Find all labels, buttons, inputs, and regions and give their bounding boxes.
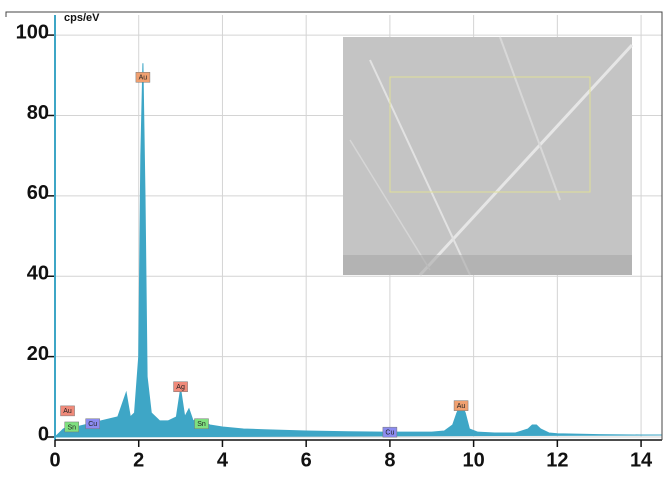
y-axis-label: cps/eV	[64, 12, 100, 24]
inset-image	[343, 37, 632, 275]
chart: cps/eV 0 20 40 60 80 100 0 2 4 6 8 10 12 14 Au Sn Cu Au Ag…	[0, 0, 668, 478]
x-tick-label: 10	[462, 449, 484, 471]
peak-label: Au	[139, 75, 148, 82]
y-tick-label: 60	[27, 182, 49, 204]
y-tick-label: 20	[27, 343, 49, 365]
peak-label: Cu	[385, 430, 394, 437]
y-tick-label: 80	[27, 102, 49, 124]
inset-footer	[343, 255, 632, 275]
x-tick-label: 2	[133, 449, 144, 471]
x-tick-label: 4	[217, 449, 229, 471]
x-tick-label: 14	[630, 449, 653, 471]
y-tick-label: 0	[38, 423, 49, 445]
peak-label: Ag	[176, 384, 185, 391]
peak-label: Sn	[197, 421, 206, 428]
peak-label: Au	[457, 403, 466, 410]
peak-label: Sn	[67, 424, 76, 431]
x-tick-label: 0	[49, 449, 60, 471]
y-tick-label: 100	[16, 21, 49, 43]
peak-label: Cu	[88, 421, 97, 428]
x-tick-label: 8	[384, 449, 395, 471]
y-tick-label: 40	[27, 263, 49, 285]
x-tick-label: 6	[301, 449, 312, 471]
x-tick-label: 12	[546, 449, 568, 471]
peak-label: Au	[63, 408, 72, 415]
sem-inset	[343, 37, 632, 275]
